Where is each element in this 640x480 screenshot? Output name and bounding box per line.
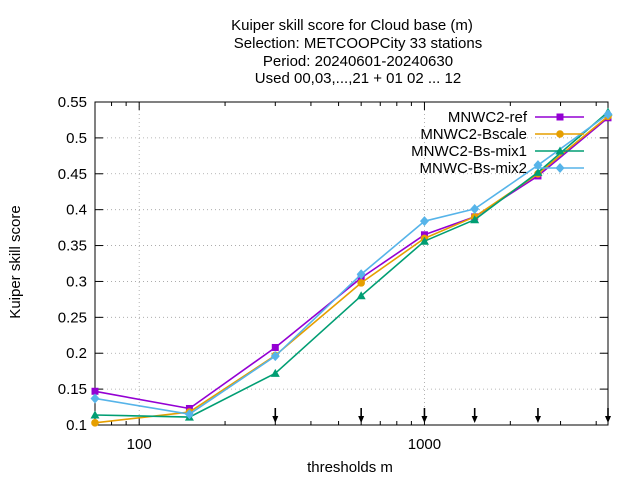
y-tick-label: 0.4 — [66, 202, 87, 219]
chart-title: Kuiper skill score for Cloud base (m) Se… — [231, 17, 482, 87]
legend-label: MNWC2-Bs-mix1 — [411, 143, 527, 160]
x-tick-label: 100 — [127, 436, 152, 453]
series-1 — [91, 114, 612, 412]
legend-marker — [555, 146, 565, 155]
legend-entry: MNWC2-ref — [448, 109, 584, 126]
data-point — [271, 343, 279, 351]
series-4 — [90, 109, 613, 420]
threshold-marker — [534, 408, 541, 423]
grid — [95, 101, 608, 426]
data-point — [357, 279, 365, 287]
data-point — [533, 167, 543, 176]
legend-marker — [555, 163, 565, 173]
x-tick-label: 1000 — [408, 436, 441, 453]
data-point — [470, 215, 480, 224]
series-line — [94, 111, 609, 418]
legend-entry: MNWC2-Bscale — [420, 126, 584, 143]
series-line — [94, 113, 609, 416]
legend-marker — [556, 113, 564, 121]
x-axis-label: thresholds m — [307, 459, 393, 476]
data-point — [270, 368, 280, 377]
threshold-marker-head — [471, 416, 478, 423]
legend-label: MNWC2-ref — [448, 109, 528, 126]
legend-marker — [556, 130, 564, 138]
y-tick-label: 0.5 — [66, 130, 87, 147]
axes: 0.1 0.15 0.2 0.25 0.3 0.35 0.4 0.45 0.5 0.55 100 10… — [58, 94, 611, 453]
data-point — [90, 393, 100, 404]
y-tick-label: 0.2 — [66, 345, 87, 362]
y-axis-label: Kuiper skill score — [7, 205, 24, 318]
y-tick-label: 0.3 — [66, 273, 87, 290]
title-line-3: Period: 20240601-20240630 — [263, 53, 453, 70]
y-tick-label: 0.25 — [58, 309, 87, 326]
series-line — [94, 117, 609, 410]
data-point — [90, 410, 100, 419]
threshold-marker-head — [534, 416, 541, 423]
y-tick-label: 0.55 — [58, 94, 87, 111]
y-tick-label: 0.1 — [66, 417, 87, 434]
threshold-marker-head — [358, 416, 365, 423]
data-point — [603, 109, 613, 120]
data-point — [91, 419, 99, 427]
legend-entry: MNWC2-Bs-mix1 — [411, 143, 584, 160]
threshold-marker — [272, 408, 279, 423]
title-line-2: Selection: METCOOPCity 33 stations — [234, 35, 482, 52]
y-tick-label: 0.45 — [58, 166, 87, 183]
data-point — [356, 269, 366, 280]
data-point — [184, 409, 194, 420]
series — [90, 107, 613, 427]
legend-label: MNWC-Bs-mix2 — [420, 160, 527, 177]
legend-label: MNWC2-Bscale — [420, 126, 527, 143]
data-point — [270, 351, 280, 362]
title-line-4: Used 00,03,...,21 + 01 02 ... 12 — [255, 70, 461, 87]
threshold-marker — [421, 408, 428, 423]
legend: MNWC2-refMNWC2-BscaleMNWC2-Bs-mix1MNWC-B… — [411, 109, 584, 177]
threshold-marker-head — [272, 416, 279, 423]
data-point — [470, 203, 480, 214]
threshold-marker-head — [421, 416, 428, 423]
data-point — [419, 236, 429, 245]
data-point — [91, 387, 99, 395]
data-point — [419, 216, 429, 227]
series-line — [94, 115, 609, 424]
title-line-1: Kuiper skill score for Cloud base (m) — [231, 17, 473, 34]
y-tick-label: 0.15 — [58, 381, 87, 398]
threshold-marker — [358, 408, 365, 423]
data-point — [356, 291, 366, 300]
series-3 — [90, 107, 613, 421]
threshold-marker — [471, 408, 478, 423]
series-2 — [91, 112, 612, 427]
plot-border — [94, 101, 609, 426]
legend-entry: MNWC-Bs-mix2 — [420, 160, 584, 177]
y-tick-label: 0.35 — [58, 238, 87, 255]
